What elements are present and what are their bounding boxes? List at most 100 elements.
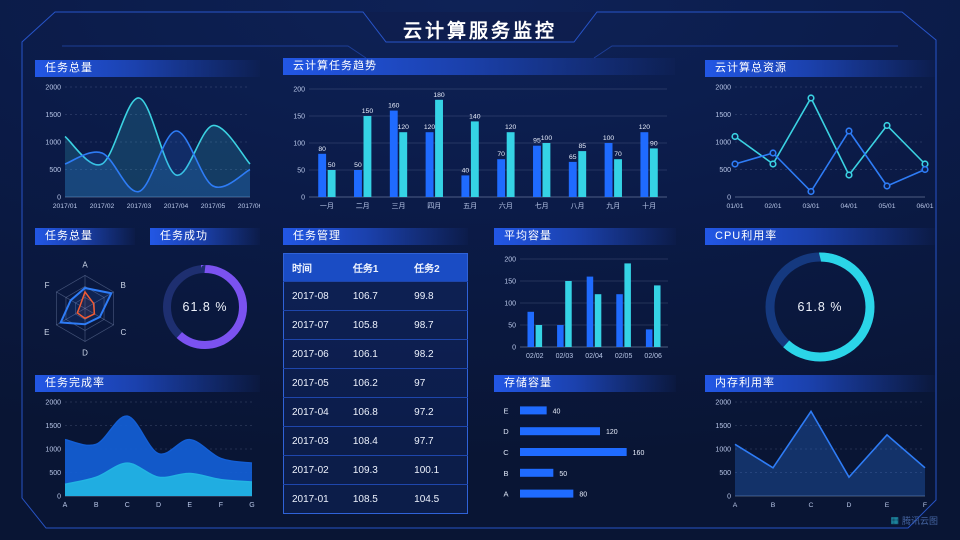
svg-text:1500: 1500 bbox=[715, 112, 731, 119]
table-header-cell: 时间 bbox=[283, 253, 345, 282]
panel-header: 内存利用率 bbox=[705, 375, 935, 392]
table-row: 2017-02 109.3 100.1 bbox=[283, 455, 468, 485]
svg-text:1500: 1500 bbox=[45, 112, 61, 119]
task-completion-area-chart[interactable]: 0 500 1000 1500 2000 A B C D E F G bbox=[35, 392, 260, 512]
svg-text:40: 40 bbox=[553, 408, 561, 415]
svg-text:120: 120 bbox=[424, 124, 436, 131]
svg-text:80: 80 bbox=[318, 146, 326, 153]
svg-text:02/05: 02/05 bbox=[615, 353, 633, 360]
svg-text:0: 0 bbox=[57, 195, 61, 202]
svg-text:B: B bbox=[94, 502, 99, 509]
svg-text:140: 140 bbox=[469, 113, 481, 120]
storage-capacity-hbar-chart[interactable]: E 40 D 120 C 160 B 50 A 80 bbox=[494, 392, 676, 512]
svg-text:65: 65 bbox=[569, 154, 577, 161]
task-table: 时间 任务1 任务2 2017-08 106.7 99.8 2017-07 105.8 98.7… bbox=[283, 253, 468, 514]
svg-text:A: A bbox=[82, 260, 88, 269]
svg-text:02/01: 02/01 bbox=[764, 203, 781, 210]
table-cell: 99.8 bbox=[406, 281, 468, 311]
svg-text:四月: 四月 bbox=[427, 202, 441, 210]
svg-text:2017/05: 2017/05 bbox=[201, 203, 226, 210]
svg-text:500: 500 bbox=[49, 167, 61, 174]
svg-text:500: 500 bbox=[49, 470, 61, 477]
cloud-task-trend-bar-chart[interactable]: 0 50 100 150 200 一月 二月 三月 四月 五月 六月 七月 八月 九月 十月 80 50 160 1… bbox=[283, 75, 675, 213]
svg-text:1000: 1000 bbox=[715, 447, 731, 454]
svg-text:50: 50 bbox=[328, 162, 336, 169]
svg-text:2000: 2000 bbox=[715, 400, 731, 407]
svg-text:50: 50 bbox=[508, 323, 516, 330]
svg-text:E: E bbox=[44, 328, 49, 337]
svg-text:1000: 1000 bbox=[45, 447, 61, 454]
table-row: 2017-08 106.7 99.8 bbox=[283, 281, 468, 311]
cloud-total-resources-line-chart[interactable]: 0 500 1000 1500 2000 01/01 02/01 03/01 04/01 05/0… bbox=[705, 77, 935, 213]
average-capacity-bar-chart[interactable]: 0 50 100 150 200 02/02 02/03 02/04 02/05 02/06 bbox=[494, 245, 676, 363]
svg-text:F: F bbox=[923, 502, 927, 509]
panel-average-capacity: 平均容量 0 50 100 150 200 02/02 02/03 02/04 02/05 02/… bbox=[494, 228, 676, 363]
svg-text:1000: 1000 bbox=[715, 140, 731, 147]
svg-text:E: E bbox=[503, 406, 508, 415]
table-header-cell: 任务2 bbox=[406, 253, 468, 282]
svg-text:五月: 五月 bbox=[463, 202, 477, 210]
table-row: 2017-06 106.1 98.2 bbox=[283, 339, 468, 369]
panel-header: 任务成功 bbox=[150, 228, 260, 245]
svg-text:F: F bbox=[219, 502, 223, 509]
cpu-utilization-donut-chart[interactable]: 61.8 % bbox=[705, 245, 935, 367]
panel-title: 任务管理 bbox=[293, 230, 341, 242]
panel-header: CPU利用率 bbox=[705, 228, 935, 245]
table-row: 2017-01 108.5 104.5 bbox=[283, 484, 468, 514]
svg-text:1000: 1000 bbox=[45, 140, 61, 147]
svg-text:120: 120 bbox=[505, 124, 517, 131]
svg-text:三月: 三月 bbox=[392, 202, 406, 210]
svg-text:02/04: 02/04 bbox=[585, 353, 603, 360]
logo-text: 腾讯云图 bbox=[901, 516, 938, 526]
table-cell: 2017-01 bbox=[283, 484, 345, 514]
svg-text:500: 500 bbox=[719, 470, 731, 477]
task-total-radar-chart[interactable]: A B C D E F bbox=[35, 245, 135, 367]
svg-text:2017/03: 2017/03 bbox=[127, 203, 152, 210]
table-row: 2017-04 106.8 97.2 bbox=[283, 397, 468, 427]
panel-title: 任务总量 bbox=[45, 62, 93, 74]
panel-task-success: 任务成功 61.8 % bbox=[150, 228, 260, 367]
svg-text:C: C bbox=[125, 502, 130, 509]
panel-task-total-radar: 任务总量 A B C D E F bbox=[35, 228, 135, 367]
svg-text:二月: 二月 bbox=[356, 202, 370, 210]
panel-title: 内存利用率 bbox=[715, 377, 775, 389]
svg-text:03/01: 03/01 bbox=[802, 203, 819, 210]
svg-text:0: 0 bbox=[727, 195, 731, 202]
svg-text:B: B bbox=[121, 281, 126, 290]
svg-text:70: 70 bbox=[497, 151, 505, 158]
table-cell: 109.3 bbox=[344, 455, 407, 485]
table-cell: 108.5 bbox=[344, 484, 407, 514]
svg-text:十月: 十月 bbox=[642, 201, 656, 210]
svg-text:02/02: 02/02 bbox=[526, 353, 544, 360]
panel-task-management: 任务管理 时间 任务1 任务2 2017-08 106.7 99.8 2017-07 105.… bbox=[283, 228, 468, 514]
task-total-line-chart[interactable]: 0 500 1000 1500 2000 2017/01 2017/02 2017/03 201… bbox=[35, 77, 260, 213]
panel-header: 任务总量 bbox=[35, 60, 260, 77]
svg-text:F: F bbox=[45, 281, 50, 290]
svg-text:G: G bbox=[249, 502, 254, 509]
panel-cloud-total-resources: 云计算总资源 0 500 1000 1500 2000 01/01 02/01 03/01 04… bbox=[705, 60, 935, 213]
panel-header: 云计算总资源 bbox=[705, 60, 935, 77]
table-cell: 2017-06 bbox=[283, 339, 345, 369]
table-cell: 105.8 bbox=[344, 310, 407, 340]
svg-text:八月: 八月 bbox=[571, 202, 585, 210]
memory-utilization-line-chart[interactable]: 0 500 1000 1500 2000 A B C D E F bbox=[705, 392, 935, 512]
svg-text:2000: 2000 bbox=[45, 85, 61, 92]
task-success-donut-chart[interactable]: 61.8 % bbox=[150, 245, 260, 367]
svg-text:B: B bbox=[503, 469, 508, 478]
svg-text:A: A bbox=[63, 502, 68, 509]
svg-text:120: 120 bbox=[639, 124, 651, 131]
panel-task-completion: 任务完成率 0 500 1000 1500 2000 A B C D E F G bbox=[35, 375, 260, 512]
table-cell: 97 bbox=[406, 368, 468, 398]
panel-title: 云计算任务趋势 bbox=[293, 60, 377, 72]
svg-text:160: 160 bbox=[388, 103, 400, 110]
panel-title: 任务完成率 bbox=[45, 377, 105, 389]
svg-text:1500: 1500 bbox=[715, 423, 731, 430]
task-management-table-container[interactable]: 时间 任务1 任务2 2017-08 106.7 99.8 2017-07 105.8 98.7… bbox=[283, 253, 468, 514]
table-cell: 106.2 bbox=[344, 368, 407, 398]
table-row: 2017-07 105.8 98.7 bbox=[283, 310, 468, 340]
svg-text:1500: 1500 bbox=[45, 423, 61, 430]
svg-text:90: 90 bbox=[650, 140, 658, 147]
panel-task-total-line: 任务总量 0 500 1000 1500 2000 2017/01 2017/02 2017/… bbox=[35, 60, 260, 213]
svg-text:C: C bbox=[121, 328, 127, 337]
